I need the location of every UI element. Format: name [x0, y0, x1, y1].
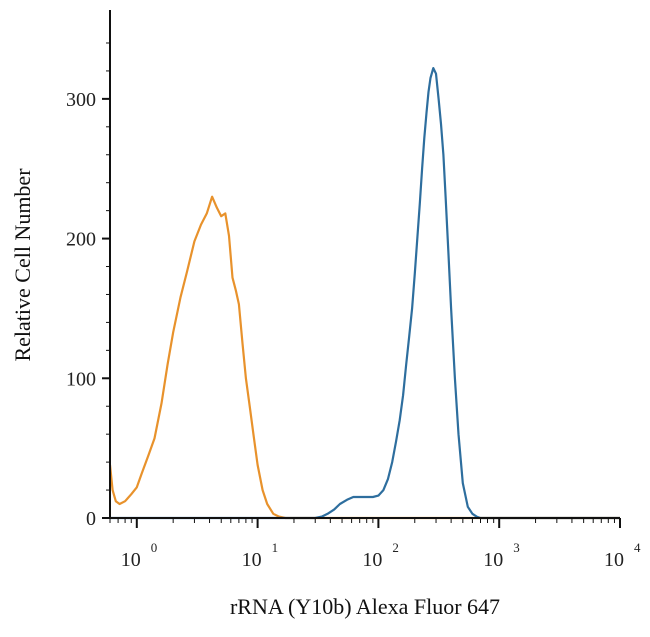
x-axis-title: rRNA (Y10b) Alexa Fluor 647: [230, 594, 500, 619]
y-axis-ticks: 0 100 200 300: [66, 42, 110, 530]
y-tick-label: 200: [66, 229, 96, 251]
x-tick-exponent: 2: [392, 540, 399, 555]
y-axis-title: Relative Cell Number: [10, 168, 35, 362]
series-line-1: [108, 195, 620, 520]
y-tick-label: 0: [86, 508, 96, 530]
x-axis-ticks: 10 0 10 1 10 2 10 3 10 4: [109, 518, 641, 571]
series-line-2: [110, 66, 620, 520]
x-tick-exponent: 0: [151, 540, 158, 555]
x-tick-label: 10: [604, 549, 624, 571]
series-layer: [108, 66, 620, 520]
x-tick-exponent: 3: [513, 540, 520, 555]
x-tick-label: 10: [121, 549, 141, 571]
x-tick-exponent: 4: [634, 540, 641, 555]
y-tick-label: 300: [66, 89, 96, 111]
y-tick-label: 100: [66, 368, 96, 390]
x-tick-label: 10: [362, 549, 382, 571]
x-tick-exponent: 1: [272, 540, 279, 555]
x-tick-label: 10: [483, 549, 503, 571]
x-tick-label: 10: [242, 549, 262, 571]
